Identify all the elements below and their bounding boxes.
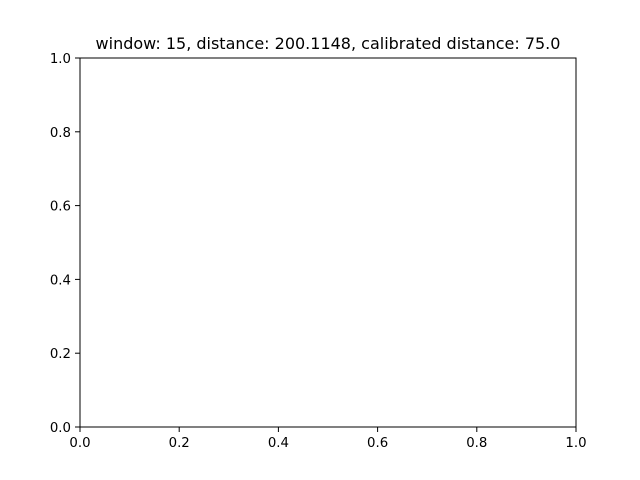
y-tick-label: 1.0: [50, 52, 71, 67]
x-tick-label: 1.0: [565, 436, 586, 451]
chart-title: window: 15, distance: 200.1148, calibrat…: [96, 34, 561, 53]
y-tick-label: 0.0: [50, 421, 71, 436]
y-tick-label: 0.4: [50, 273, 71, 288]
x-tick-label: 0.4: [268, 436, 289, 451]
y-axis: 0.0 0.2 0.4 0.6 0.8 1.0: [50, 52, 80, 436]
x-tick-label: 0.0: [69, 436, 90, 451]
x-tick-label: 0.8: [466, 436, 487, 451]
x-axis: 0.0 0.2 0.4 0.6 0.8 1.0: [69, 427, 587, 451]
x-tick-label: 0.6: [367, 436, 388, 451]
y-tick-label: 0.6: [50, 200, 71, 215]
y-tick-label: 0.2: [50, 347, 71, 362]
x-tick-label: 0.2: [169, 436, 190, 451]
plot-area-frame: [79, 57, 577, 428]
y-tick-label: 0.8: [50, 126, 71, 141]
